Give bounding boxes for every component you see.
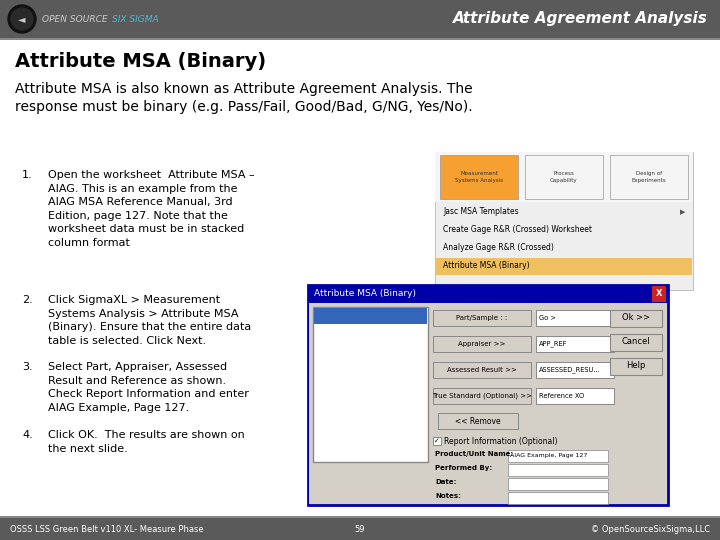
Text: << Remove: << Remove: [455, 416, 501, 426]
Text: 1.: 1.: [22, 170, 32, 180]
Text: Notes:: Notes:: [435, 493, 461, 499]
Text: Analyze Gage R&R (Crossed): Analyze Gage R&R (Crossed): [443, 244, 554, 253]
FancyBboxPatch shape: [440, 155, 518, 199]
Bar: [314, 308, 427, 324]
FancyBboxPatch shape: [536, 336, 614, 352]
Text: Ok >>: Ok >>: [622, 314, 650, 322]
Text: Product/Unit Name:: Product/Unit Name:: [435, 451, 513, 457]
FancyBboxPatch shape: [508, 464, 608, 476]
FancyBboxPatch shape: [536, 310, 614, 326]
Text: Reference XO: Reference XO: [539, 393, 584, 399]
Text: Design of
Experiments: Design of Experiments: [631, 171, 666, 183]
FancyBboxPatch shape: [525, 155, 603, 199]
FancyBboxPatch shape: [508, 492, 608, 504]
Bar: [0, 38, 720, 40]
FancyBboxPatch shape: [610, 358, 662, 375]
FancyBboxPatch shape: [433, 388, 531, 404]
FancyBboxPatch shape: [610, 155, 688, 199]
Text: Jasc MSA Templates: Jasc MSA Templates: [443, 207, 518, 217]
Text: Measurement
Systems Analysis: Measurement Systems Analysis: [455, 171, 503, 183]
Bar: [0, 0, 720, 38]
Text: © OpenSourceSixSigma,LLC: © OpenSourceSixSigma,LLC: [591, 524, 710, 534]
FancyBboxPatch shape: [433, 362, 531, 378]
FancyBboxPatch shape: [433, 336, 531, 352]
FancyBboxPatch shape: [508, 478, 608, 490]
Text: Appraiser >>: Appraiser >>: [459, 341, 505, 347]
Text: 3.: 3.: [22, 362, 32, 372]
Text: Go >: Go >: [539, 315, 556, 321]
Text: True Standard (Optional) >>: True Standard (Optional) >>: [432, 393, 532, 399]
Text: Cancel: Cancel: [621, 338, 650, 347]
Text: OSSS LSS Green Belt v110 XL- Measure Phase: OSSS LSS Green Belt v110 XL- Measure Pha…: [10, 524, 204, 534]
FancyBboxPatch shape: [308, 285, 668, 505]
FancyBboxPatch shape: [433, 310, 531, 326]
FancyBboxPatch shape: [438, 413, 518, 429]
FancyBboxPatch shape: [508, 450, 608, 462]
Text: Process
Capability: Process Capability: [550, 171, 578, 183]
Text: Select Part, Appraiser, Assessed
Result and Reference as shown.
Check Report Inf: Select Part, Appraiser, Assessed Result …: [48, 362, 249, 413]
Bar: [0, 518, 720, 540]
Text: Performed By:: Performed By:: [435, 465, 492, 471]
Text: ▶: ▶: [680, 209, 685, 215]
Text: Open the worksheet  Attribute MSA –
AIAG. This is an example from the
AIAG MSA R: Open the worksheet Attribute MSA – AIAG.…: [48, 170, 255, 248]
Text: 2.: 2.: [22, 295, 32, 305]
Text: Date:: Date:: [435, 479, 456, 485]
Text: OPEN SOURCE: OPEN SOURCE: [42, 15, 110, 24]
Bar: [436, 258, 692, 275]
Text: Report Information (Optional): Report Information (Optional): [444, 436, 557, 446]
FancyBboxPatch shape: [435, 152, 693, 290]
FancyBboxPatch shape: [536, 362, 614, 378]
FancyBboxPatch shape: [610, 310, 662, 327]
FancyBboxPatch shape: [433, 437, 441, 445]
Text: X: X: [656, 289, 662, 299]
Text: 4.: 4.: [22, 430, 32, 440]
Text: Click OK.  The results are shown on
the next slide.: Click OK. The results are shown on the n…: [48, 430, 245, 454]
Text: Attribute MSA (Binary): Attribute MSA (Binary): [15, 52, 266, 71]
Text: Attribute MSA is also known as Attribute Agreement Analysis. The
response must b: Attribute MSA is also known as Attribute…: [15, 82, 472, 114]
Circle shape: [11, 8, 33, 30]
Text: Attribute MSA (Binary): Attribute MSA (Binary): [314, 289, 416, 299]
Text: Assessed Result >>: Assessed Result >>: [447, 367, 517, 373]
Text: Attribute MSA (Binary): Attribute MSA (Binary): [443, 261, 530, 271]
FancyBboxPatch shape: [610, 334, 662, 351]
FancyBboxPatch shape: [536, 388, 614, 404]
Text: APP_REF: APP_REF: [539, 341, 567, 347]
Bar: [652, 286, 666, 302]
Circle shape: [8, 5, 36, 33]
Text: ✓: ✓: [434, 438, 440, 444]
Text: AIAG Example, Page 127: AIAG Example, Page 127: [510, 454, 588, 458]
Bar: [309, 303, 667, 504]
Text: ◄: ◄: [18, 14, 26, 24]
Bar: [435, 152, 693, 202]
Text: Create Gage R&R (Crossed) Worksheet: Create Gage R&R (Crossed) Worksheet: [443, 226, 592, 234]
Bar: [308, 285, 668, 303]
Text: SIX SIGMA: SIX SIGMA: [112, 15, 158, 24]
Text: ASSESSED_RESU...: ASSESSED_RESU...: [539, 367, 600, 373]
Bar: [0, 516, 720, 518]
Text: Help: Help: [626, 361, 646, 370]
Text: Attribute Agreement Analysis: Attribute Agreement Analysis: [453, 11, 708, 26]
FancyBboxPatch shape: [313, 307, 428, 462]
Text: Part/Sample : :: Part/Sample : :: [456, 315, 508, 321]
Text: 59: 59: [355, 524, 365, 534]
Text: Click SigmaXL > Measurement
Systems Analysis > Attribute MSA
(Binary). Ensure th: Click SigmaXL > Measurement Systems Anal…: [48, 295, 251, 346]
